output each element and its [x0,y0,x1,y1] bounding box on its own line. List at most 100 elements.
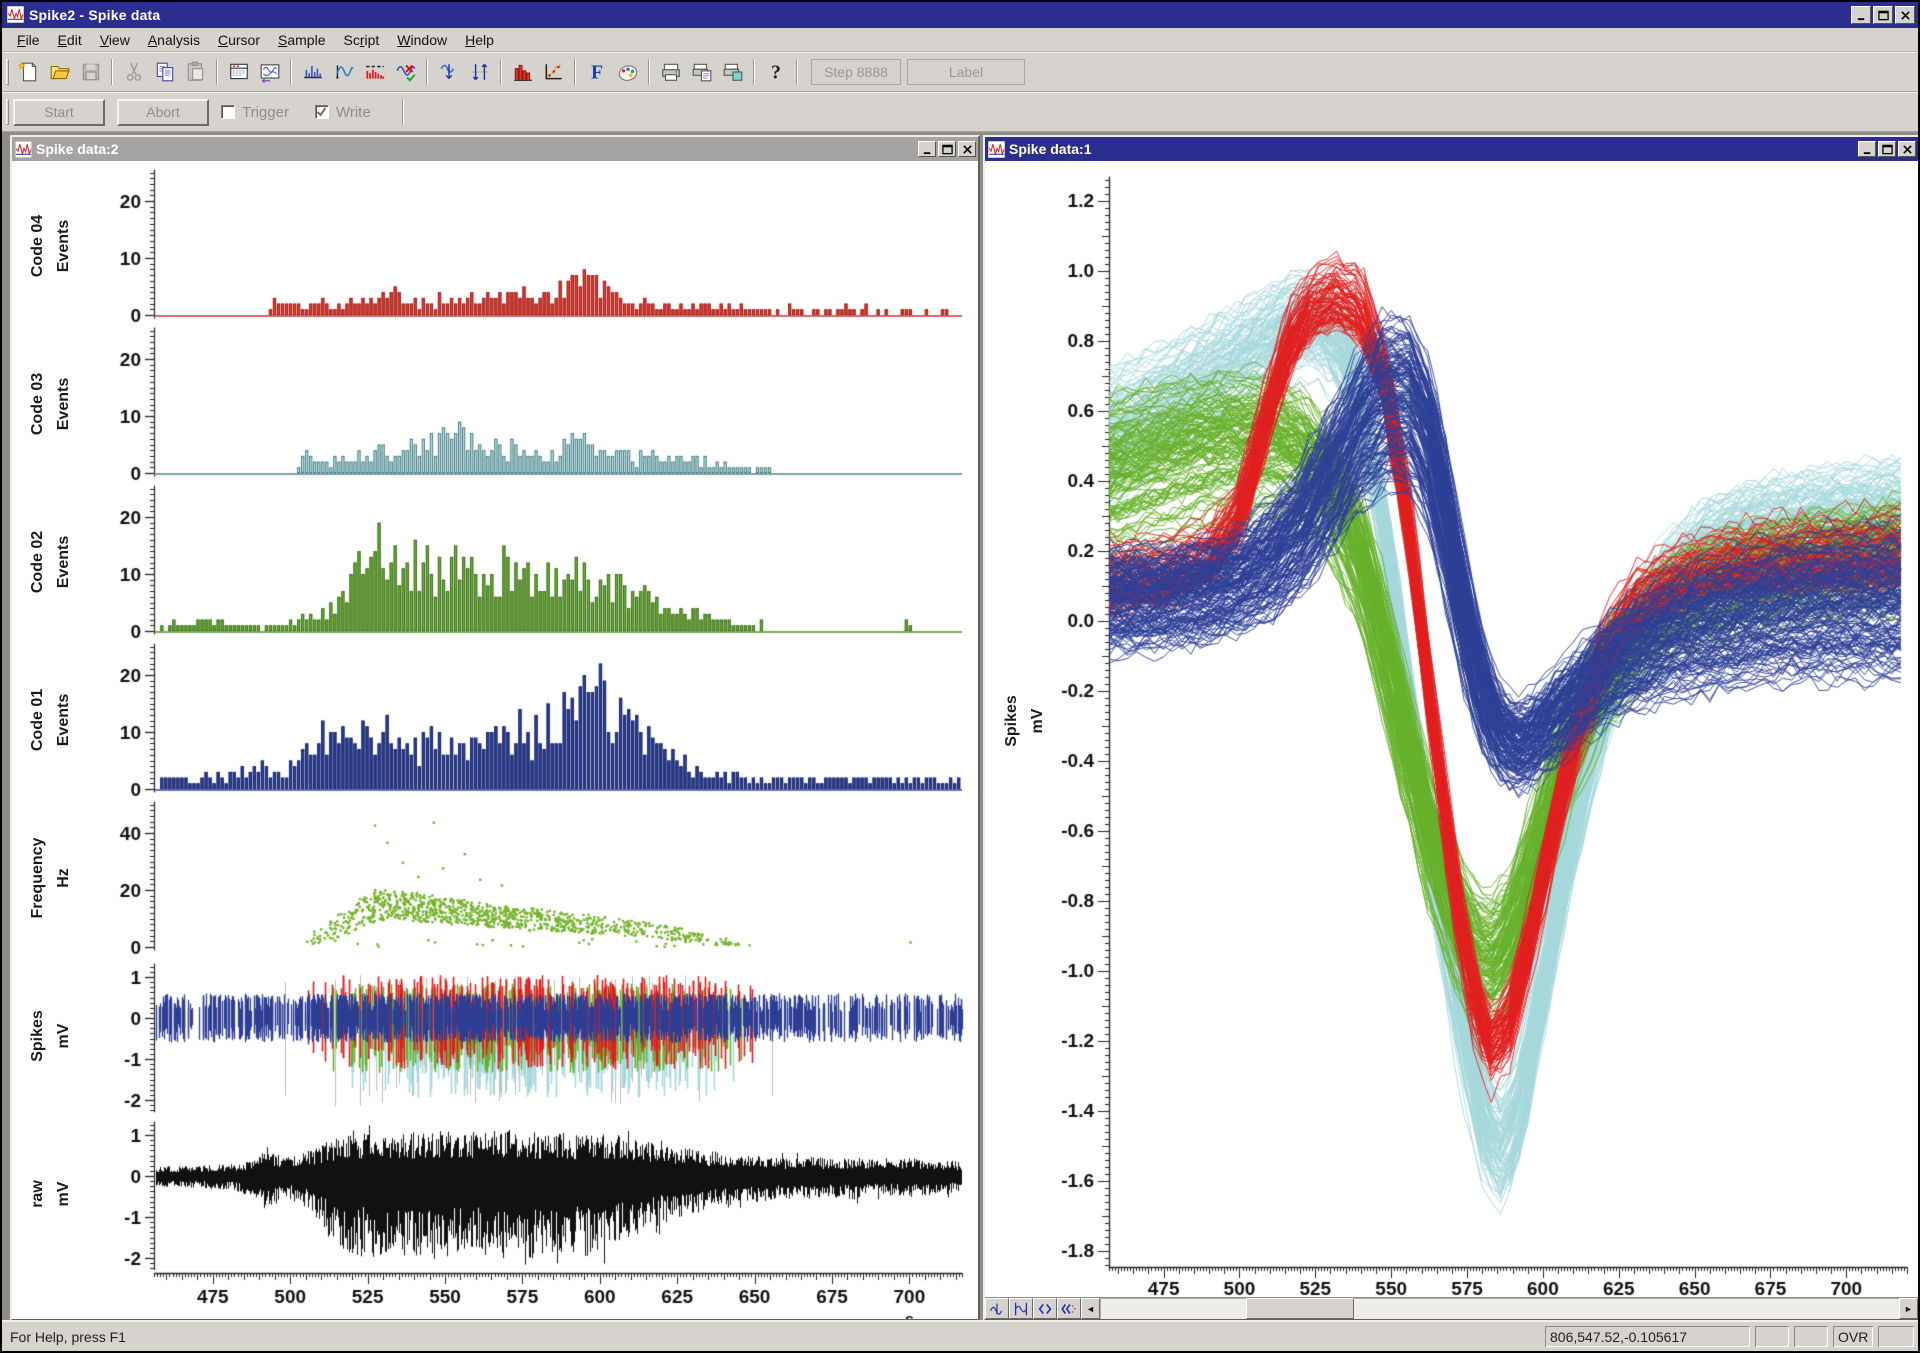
window-spike-data-1: Spike data:1 ◄ ► Spikes mV [983,135,1918,1320]
left-window-content: Code 04 Events Code 03 Events Code 02 Events C… [12,161,978,1319]
cursor-mode-button[interactable] [985,1298,1009,1319]
interval-display-button[interactable] [359,57,390,87]
mdi-client-area: Spike data:2 Code 04 Events Code 03 Events C… [2,132,1918,1320]
menu-cursor[interactable]: Cursor [217,31,260,48]
print-preview-button[interactable] [686,57,717,87]
marker-filter-button[interactable] [390,57,421,87]
right-maximize-button[interactable] [1878,141,1896,157]
menu-window[interactable]: Window [397,31,448,48]
cursor-mode-icon [990,1303,1003,1315]
font-button[interactable]: F [581,57,612,87]
paste-button[interactable] [180,57,211,87]
toolbar-separator [111,59,113,85]
right-window-content: ◄ ► Spikes mV [985,161,1918,1319]
left-minimize-button[interactable] [918,141,936,157]
toolbar-grip[interactable] [6,99,9,125]
new-sampling-window-icon [260,64,279,83]
cut-button[interactable] [118,57,149,87]
left-window-titlebar[interactable]: Spike data:2 [12,137,978,161]
help-button[interactable]: ? [760,57,791,87]
new-histogram-button[interactable] [507,57,538,87]
close-button[interactable] [1895,6,1915,24]
copy-button[interactable] [149,57,180,87]
status-panel-1 [1755,1326,1789,1347]
menu-sample[interactable]: Sample [278,31,326,48]
save-file-icon [82,63,99,81]
waveform-display-button[interactable] [328,57,359,87]
print-button[interactable] [655,57,686,87]
toolbar-separator [574,59,576,85]
print-visible-icon [723,63,742,81]
sampling-configuration-button[interactable] [223,57,254,87]
status-panel-2 [1794,1326,1828,1347]
help-icon: ? [771,62,781,83]
abort-button[interactable]: Abort [117,98,209,126]
menu-analysis[interactable]: Analysis [147,31,200,48]
maximize-button[interactable] [1873,6,1893,24]
spike2-logo-icon [988,140,1005,158]
h-scrollbar-thumb[interactable] [1246,1298,1354,1319]
colour-palette-button[interactable] [612,57,643,87]
overdraw-mode-icon [1014,1302,1028,1315]
print-visible-button[interactable] [717,57,748,87]
scroll-left-button[interactable]: ◄ [1081,1298,1100,1319]
open-file-button[interactable] [44,57,75,87]
svg-text:?: ? [771,62,781,83]
new-sampling-window-button[interactable] [254,57,285,87]
status-help-text: For Help, press F1 [10,1328,126,1345]
toolbar-separator [796,59,798,85]
add-cursor-icon [440,64,454,80]
toolbar-separator [426,59,428,85]
main-toolbar: F? Step 8888 Label [2,52,1918,92]
menu-view[interactable]: View [99,31,130,48]
waveform-display-icon [335,65,354,79]
overdraw-mode-button[interactable] [1009,1298,1033,1319]
expand-x-range-button[interactable] [1033,1298,1057,1319]
right-window-bottom-bar: ◄ ► [985,1297,1918,1319]
right-plot-canvas[interactable] [985,161,1918,1297]
curve-fit-button[interactable] [538,57,569,87]
new-file-button[interactable] [13,57,44,87]
cut-icon [126,62,141,81]
svg-text:F: F [590,62,602,83]
app-titlebar: Spike2 - Spike data [2,2,1918,28]
toolbar-separator [648,59,650,85]
trigger-checkbox-box [221,105,235,119]
minimize-button[interactable] [1851,6,1871,24]
step-button[interactable]: Step 8888 [811,59,901,85]
status-panel-3 [1878,1326,1914,1347]
label-button[interactable]: Label [907,59,1025,85]
event-display-button[interactable] [297,57,328,87]
document-icon [988,140,1005,158]
event-display-icon [303,65,322,79]
optimise-display-button[interactable] [1057,1298,1081,1319]
trigger-checkbox[interactable]: Trigger [221,104,289,121]
menu-edit[interactable]: Edit [57,31,82,48]
menu-script[interactable]: Script [343,31,380,48]
h-scrollbar-track[interactable] [1100,1298,1899,1319]
fetch-cursor-icon [471,63,488,81]
left-close-button[interactable] [958,141,976,157]
menu-file[interactable]: File [17,31,40,48]
left-maximize-button[interactable] [938,141,956,157]
toolbar-separator [216,59,218,85]
right-window-titlebar[interactable]: Spike data:1 [985,137,1918,161]
toolbar-grip[interactable] [6,59,9,85]
status-bar: For Help, press F1 806,547.52,-0.105617 … [2,1320,1918,1351]
left-plot-canvas[interactable] [12,161,978,1319]
right-minimize-button[interactable] [1858,141,1876,157]
write-label: Write [335,103,371,121]
fetch-cursor-button[interactable] [464,57,495,87]
write-checkbox[interactable]: Write [314,103,371,121]
copy-icon [156,62,173,82]
status-cursor-position: 806,547.52,-0.105617 [1545,1326,1750,1347]
menu-help[interactable]: Help [465,31,494,48]
right-close-button[interactable] [1898,141,1916,157]
save-file-button[interactable] [75,57,106,87]
toolbar-separator [290,59,292,85]
start-button[interactable]: Start [13,98,105,126]
sample-control-bar: Start Abort Trigger Write [2,92,1918,132]
scroll-right-button[interactable]: ► [1899,1298,1918,1319]
add-cursor-button[interactable] [433,57,464,87]
